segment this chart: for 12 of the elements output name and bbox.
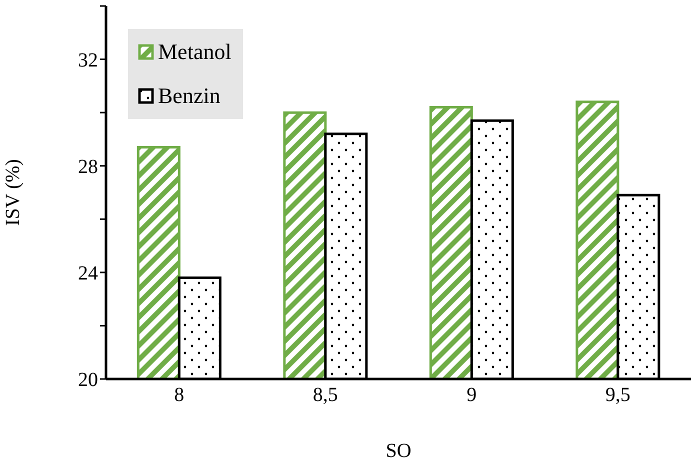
x-tick-label: 8,5	[312, 384, 338, 406]
y-tick-label: 32	[78, 49, 98, 72]
x-tick-label: 9	[466, 384, 477, 406]
y-tick-label: 24	[78, 262, 98, 285]
legend-label: Benzin	[158, 83, 220, 109]
x-axis-title: SO	[386, 440, 412, 462]
y-tick-label: 20	[78, 369, 98, 392]
legend-label: Metanol	[158, 39, 232, 65]
y-axis-title: ISV (%)	[2, 159, 24, 226]
y-tick-label: 28	[78, 156, 98, 178]
x-tick-label: 8	[174, 384, 184, 406]
x-tick-label: 9,5	[605, 384, 630, 406]
